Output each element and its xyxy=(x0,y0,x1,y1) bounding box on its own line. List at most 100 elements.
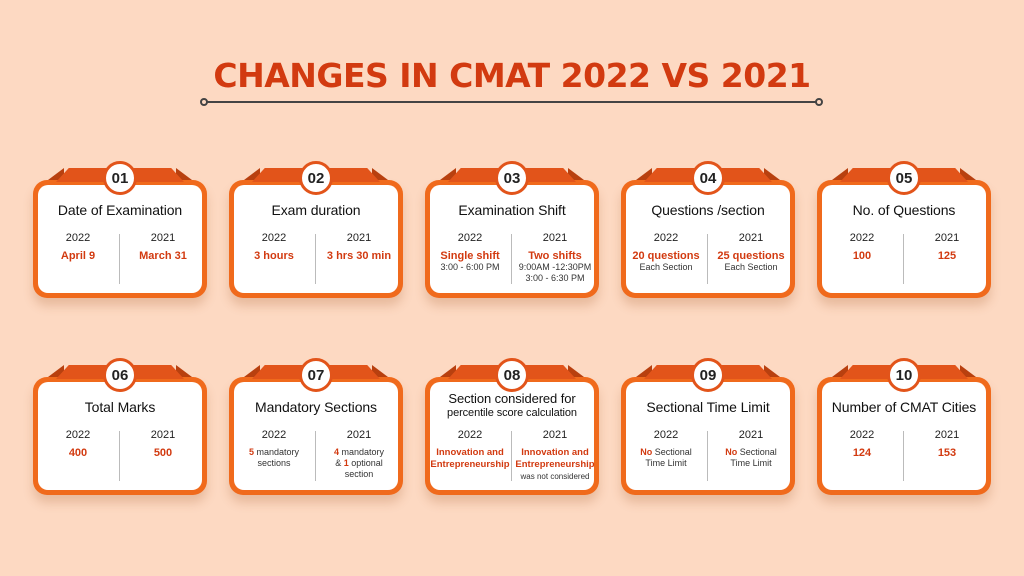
year-label: 2022 xyxy=(849,429,875,441)
value-2022: 20 questions xyxy=(632,250,700,262)
note-2021: section xyxy=(344,469,374,479)
column-2021: 2021 3 hrs 30 min xyxy=(317,232,401,262)
year-label: 2021 xyxy=(150,232,176,244)
year-label: 2021 xyxy=(934,429,960,441)
ampersand: & xyxy=(335,458,342,468)
card-heading: Sectional Time Limit xyxy=(646,399,770,415)
card-heading: Examination Shift xyxy=(458,202,566,218)
value-2021: 153 xyxy=(937,447,957,459)
value-2021: 500 xyxy=(153,447,173,459)
value-2021: 4 mandatory xyxy=(317,447,401,458)
note-2021-line2: 3:00 - 6:30 PM xyxy=(525,273,585,283)
note-2022: Each Section xyxy=(639,262,693,272)
value-2022: 3 hours xyxy=(254,250,294,262)
page-title: CHANGES IN CMAT 2022 VS 2021 xyxy=(213,56,811,95)
card-heading: Number of CMAT Cities xyxy=(831,399,977,415)
text-2021: mandatory xyxy=(341,447,385,457)
card-subheading: percentile score calculation xyxy=(447,407,577,419)
year-label: 2022 xyxy=(849,232,875,244)
column-2022: 2022 Innovation and Entrepreneurship xyxy=(428,429,512,471)
card-exam-duration: 02 Exam duration 2022 3 hours 2021 3 hrs… xyxy=(229,161,403,298)
value-2021: 125 xyxy=(937,250,957,262)
card-heading: Questions /section xyxy=(651,202,765,218)
column-2022: 2022 No Sectional Time Limit xyxy=(624,429,708,469)
card-sectional-time-limit: 09 Sectional Time Limit 2022 No Sectiona… xyxy=(621,358,795,495)
column-divider xyxy=(119,431,120,481)
year-label: 2022 xyxy=(653,232,679,244)
column-divider xyxy=(707,234,708,284)
card-number-badge: 05 xyxy=(887,161,921,195)
year-label: 2022 xyxy=(65,429,91,441)
card-body xyxy=(234,185,398,293)
card-number-badge: 10 xyxy=(887,358,921,392)
column-2021: 2021 500 xyxy=(121,429,205,459)
value-2022: 5 mandatory xyxy=(232,447,316,458)
card-heading: Total Marks xyxy=(84,399,156,415)
card-heading-line1: Section considered for xyxy=(448,391,576,406)
column-2021: 2021 No Sectional Time Limit xyxy=(709,429,793,469)
card-heading: No. of Questions xyxy=(852,202,956,218)
count-2022: 5 xyxy=(248,447,254,457)
card-body xyxy=(822,382,986,490)
column-2022: 2022 5 mandatory sections xyxy=(232,429,316,469)
note-2022: sections xyxy=(257,458,291,468)
column-2022: 2022 3 hours xyxy=(232,232,316,262)
year-label: 2021 xyxy=(150,429,176,441)
card-heading: Section considered for percentile score … xyxy=(425,392,599,420)
column-2022: 2022 100 xyxy=(820,232,904,262)
column-2021: 2021 Two shifts 9:00AM -12:30PM 3:00 - 6… xyxy=(513,232,597,284)
value-2021: 25 questions xyxy=(717,250,785,262)
column-divider xyxy=(511,234,512,284)
value-2021: Two shifts xyxy=(528,250,582,262)
year-label: 2021 xyxy=(346,429,372,441)
value-2021: March 31 xyxy=(139,250,187,262)
year-label: 2022 xyxy=(261,232,287,244)
note-2021: was not considered xyxy=(520,472,590,481)
year-label: 2021 xyxy=(738,429,764,441)
value-2021-line2: Entrepreneurship xyxy=(515,459,595,470)
year-label: 2022 xyxy=(261,429,287,441)
card-mandatory-sections: 07 Mandatory Sections 2022 5 mandatory s… xyxy=(229,358,403,495)
value-2022: 400 xyxy=(68,447,88,459)
value-2022: Single shift xyxy=(440,250,500,262)
no-2022: No xyxy=(640,447,653,457)
note-2021: Time Limit xyxy=(730,458,772,468)
value-2022-line2: Entrepreneurship xyxy=(430,459,510,470)
card-date-of-examination: 01 Date of Examination 2022 April 9 2021… xyxy=(33,161,207,298)
year-label: 2022 xyxy=(653,429,679,441)
card-total-marks: 06 Total Marks 2022 400 2021 500 xyxy=(33,358,207,495)
optional-text: optional xyxy=(351,458,383,468)
card-number-badge: 02 xyxy=(299,161,333,195)
card-number-badge: 06 xyxy=(103,358,137,392)
card-body xyxy=(234,382,398,490)
year-label: 2021 xyxy=(542,232,568,244)
value-2022-line1: Innovation and xyxy=(436,447,504,458)
column-2022: 2022 April 9 xyxy=(36,232,120,262)
note-2022: 3:00 - 6:00 PM xyxy=(440,262,500,272)
card-heading: Exam duration xyxy=(271,202,361,218)
card-body xyxy=(38,382,202,490)
card-examination-shift: 03 Examination Shift 2022 Single shift 3… xyxy=(425,161,599,298)
card-heading: Date of Examination xyxy=(57,202,183,218)
card-number-of-cities: 10 Number of CMAT Cities 2022 124 2021 1… xyxy=(817,358,991,495)
value-2022: No Sectional xyxy=(624,447,708,458)
card-number-badge: 01 xyxy=(103,161,137,195)
column-divider xyxy=(315,431,316,481)
text-2022: Sectional xyxy=(654,447,692,457)
column-2021: 2021 March 31 xyxy=(121,232,205,262)
card-body xyxy=(430,382,594,490)
title-divider-line xyxy=(205,101,819,103)
column-divider xyxy=(903,234,904,284)
column-divider xyxy=(315,234,316,284)
card-number-badge: 04 xyxy=(691,161,725,195)
column-2022: 2022 20 questions Each Section xyxy=(624,232,708,273)
column-2022: 2022 124 xyxy=(820,429,904,459)
card-percentile-section: 08 Section considered for percentile sco… xyxy=(425,358,599,495)
optional-count: 1 xyxy=(343,458,349,468)
card-number-badge: 03 xyxy=(495,161,529,195)
card-body xyxy=(626,185,790,293)
card-heading: Mandatory Sections xyxy=(255,399,377,415)
card-body xyxy=(430,185,594,293)
card-body xyxy=(38,185,202,293)
